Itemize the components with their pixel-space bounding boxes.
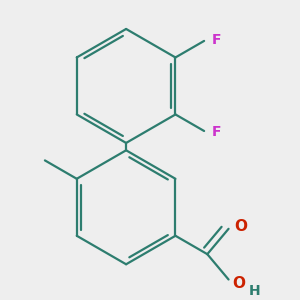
Text: O: O [234,220,247,235]
Text: H: H [249,284,260,298]
Text: F: F [212,125,222,139]
Text: F: F [212,33,222,47]
Text: O: O [232,276,245,291]
